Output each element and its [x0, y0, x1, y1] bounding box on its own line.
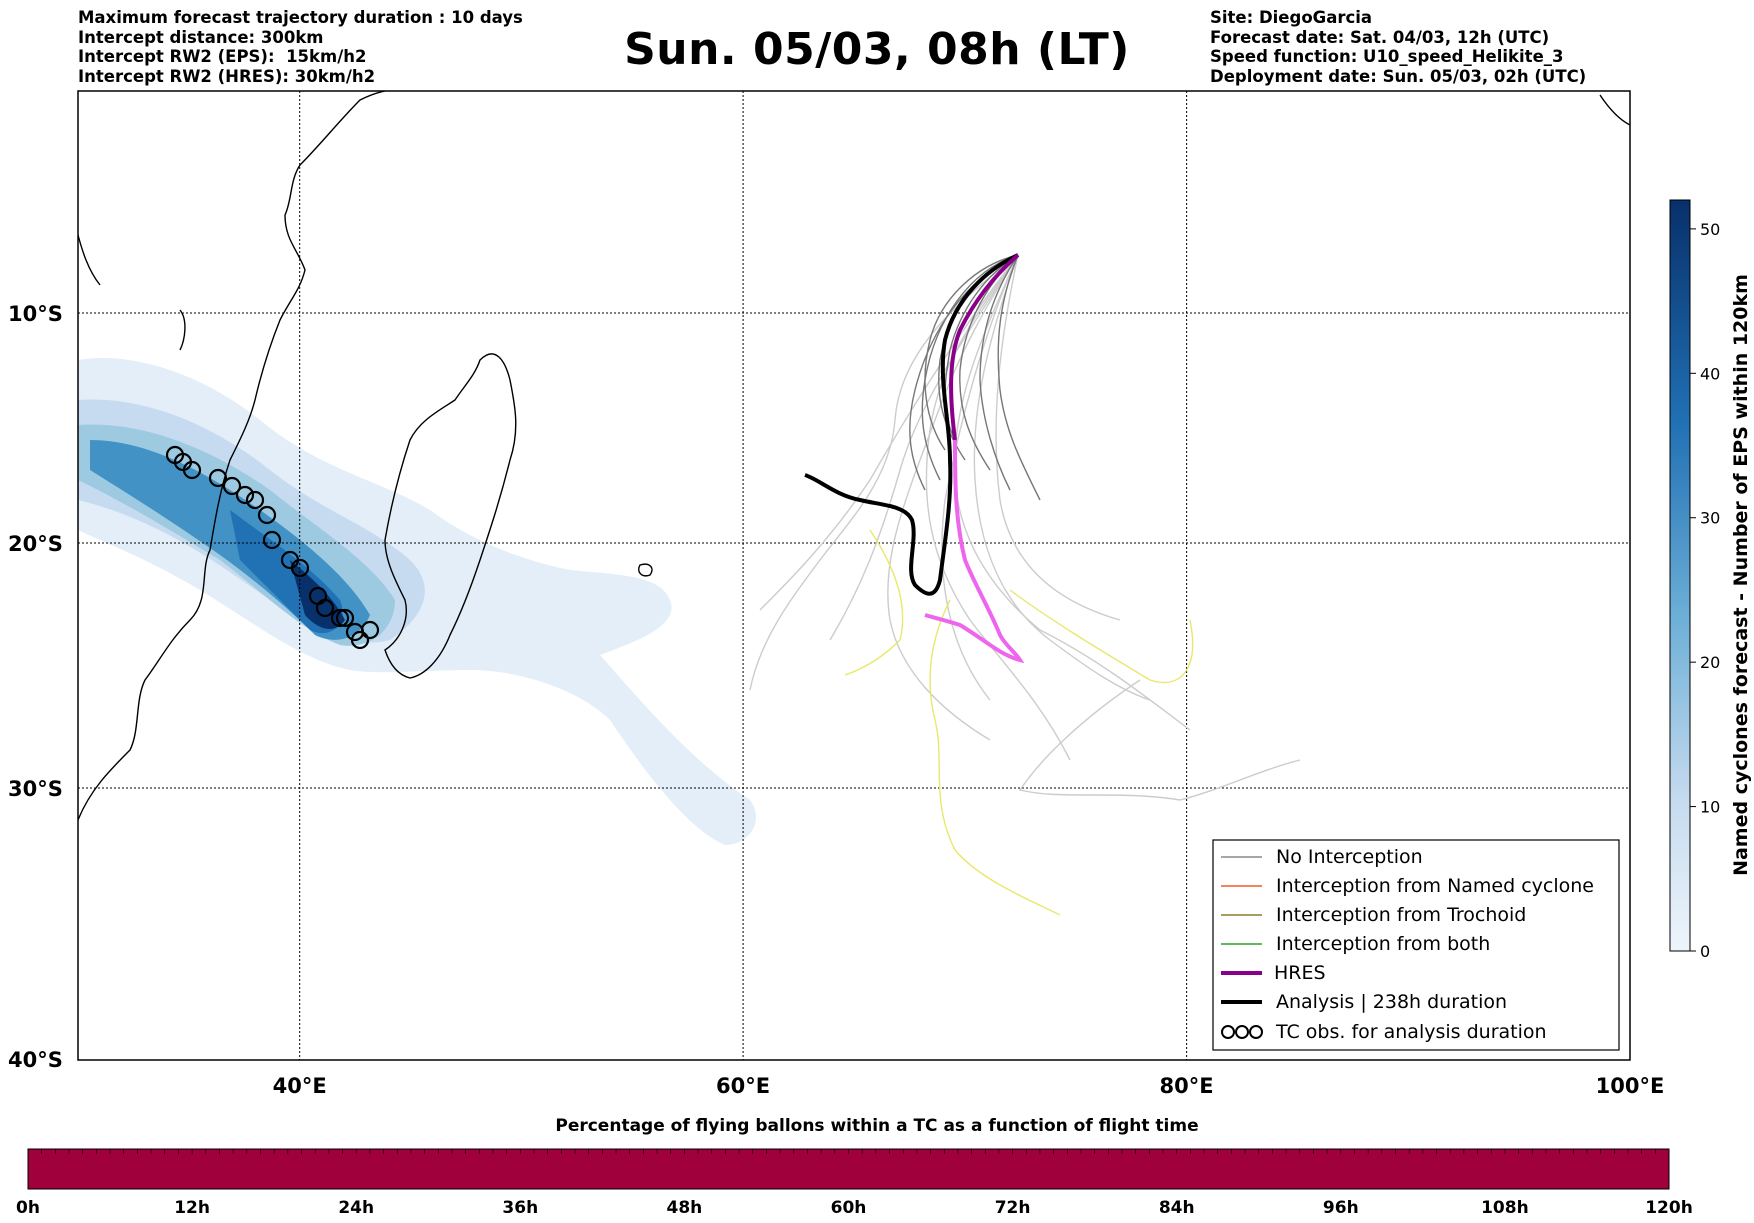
- colorbar-time-title: Percentage of flying ballons within a TC…: [555, 1116, 1199, 1136]
- time-tick-label: 120h: [1645, 1198, 1693, 1218]
- colorbar-tick-label: 30: [1700, 509, 1720, 528]
- header-right-line: Site: DiegoGarcia: [1210, 8, 1373, 27]
- header-right-line: Forecast date: Sat. 04/03, 12h (UTC): [1210, 27, 1550, 47]
- lon-tick-label: 100°E: [1596, 1074, 1665, 1098]
- colorbar-time: 0h 12h 24h 36h 48h 60h 72h 84h 96h 108h 120h: [16, 1148, 1693, 1218]
- hres-track-late: [924, 439, 1025, 664]
- header-left-line: Intercept RW2 (EPS): 15km/h2: [78, 47, 367, 66]
- time-tick-label: 84h: [1159, 1198, 1195, 1218]
- cyclone-density-field: [78, 358, 756, 845]
- time-tick-label: 60h: [831, 1198, 867, 1218]
- header-left-line: Intercept distance: 300km: [78, 27, 324, 47]
- colorbar-tick-label: 50: [1700, 220, 1720, 239]
- header-left-line: Intercept RW2 (HRES): 30km/h2: [78, 66, 376, 86]
- header-right: Site: DiegoGarcia Forecast date: Sat. 04…: [1210, 8, 1586, 86]
- time-tick-label: 72h: [995, 1198, 1031, 1218]
- lon-tick-label: 60°E: [716, 1074, 770, 1098]
- legend: No Interception Interception from Named …: [1212, 839, 1620, 1051]
- colorbar-time-bar: [27, 1148, 1670, 1190]
- colorbar-tick-label: 0: [1700, 942, 1710, 961]
- header-left: Maximum forecast trajectory duration : 1…: [78, 8, 523, 86]
- lon-tick-label: 80°E: [1160, 1074, 1214, 1098]
- time-tick-label: 24h: [338, 1198, 374, 1218]
- colorbar-eps-label: Named cyclones forecast - Number of EPS …: [1730, 274, 1752, 876]
- axis-labels: 40°E 60°E 80°E 100°E 10°S 20°S 30°S 40°S: [8, 302, 1664, 1098]
- legend-label: Analysis | 238h duration: [1276, 991, 1507, 1013]
- colorbar-tick-label: 40: [1700, 364, 1720, 383]
- legend-label: Interception from both: [1276, 933, 1490, 955]
- legend-label: No Interception: [1276, 846, 1423, 868]
- map-frame: [77, 90, 1631, 1061]
- time-tick-label: 48h: [667, 1198, 703, 1218]
- lat-tick-label: 30°S: [8, 777, 63, 801]
- legend-label: Interception from Named cyclone: [1276, 875, 1594, 897]
- lon-tick-label: 40°E: [273, 1074, 327, 1098]
- header-left-line: Maximum forecast trajectory duration : 1…: [78, 8, 523, 27]
- legend-label: Interception from Trochoid: [1276, 904, 1526, 926]
- lat-tick-label: 40°S: [8, 1048, 63, 1072]
- header-right-line: Deployment date: Sun. 05/03, 02h (UTC): [1210, 66, 1587, 86]
- tc-observations: [165, 445, 380, 650]
- lat-tick-label: 10°S: [8, 302, 63, 326]
- time-tick-label: 108h: [1481, 1198, 1529, 1218]
- time-tick-label: 96h: [1323, 1198, 1359, 1218]
- time-tick-label: 12h: [174, 1198, 210, 1218]
- time-tick-label: 0h: [16, 1198, 40, 1218]
- lat-tick-label: 20°S: [8, 532, 63, 556]
- page-title: Sun. 05/03, 08h (LT): [624, 24, 1130, 75]
- colorbar-eps: 0 10 20 30 40 50 Named cyclones forecast - Nu…: [1669, 199, 1752, 961]
- analysis-track: [804, 253, 1019, 596]
- tc-symbol-icon: [1221, 1025, 1263, 1039]
- coastlines: [78, 91, 1630, 821]
- colorbar-tick-label: 20: [1700, 653, 1720, 672]
- legend-label: HRES: [1274, 962, 1326, 984]
- hres-track: [949, 253, 1020, 441]
- colorbar-tick-label: 10: [1700, 798, 1720, 817]
- legend-box: [1212, 839, 1620, 1051]
- colorbar-eps-gradient: [1669, 199, 1691, 952]
- header-right-line: Speed function: U10_speed_Helikite_3: [1210, 47, 1564, 66]
- time-tick-label: 36h: [502, 1198, 538, 1218]
- legend-label: TC obs. for analysis duration: [1275, 1021, 1547, 1043]
